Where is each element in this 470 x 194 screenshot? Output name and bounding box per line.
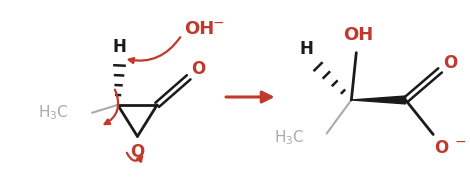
Text: O: O: [191, 60, 206, 78]
Text: −: −: [212, 16, 224, 30]
Text: O: O: [130, 143, 145, 161]
Text: O: O: [443, 54, 457, 72]
Text: O: O: [434, 139, 448, 157]
Text: $\mathregular{H_3C}$: $\mathregular{H_3C}$: [38, 103, 69, 122]
Text: OH: OH: [343, 26, 373, 44]
Text: OH: OH: [184, 20, 214, 38]
Text: H: H: [113, 38, 126, 56]
Polygon shape: [352, 96, 406, 104]
Text: H: H: [299, 40, 313, 58]
Text: $\mathregular{H_3C}$: $\mathregular{H_3C}$: [274, 128, 305, 147]
Text: −: −: [455, 135, 467, 149]
